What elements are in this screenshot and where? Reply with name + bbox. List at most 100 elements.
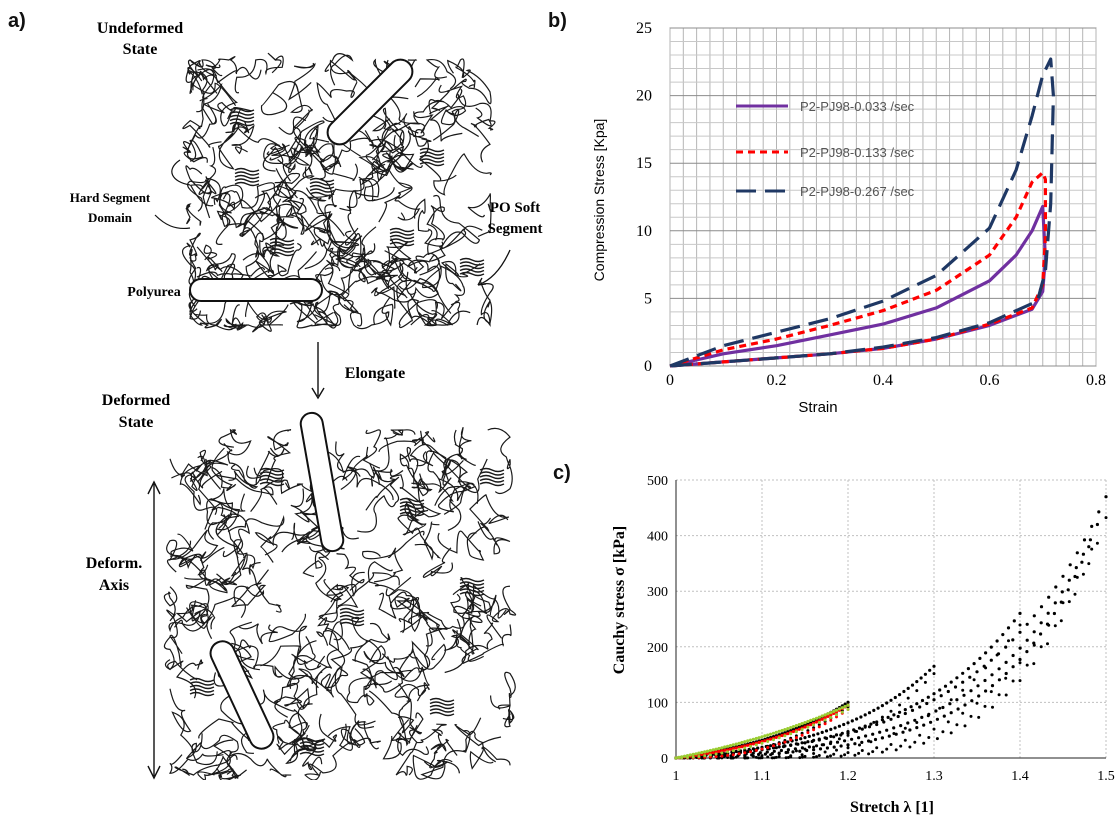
chart-c-point xyxy=(1104,495,1108,499)
chart-c-point xyxy=(674,756,678,760)
polymer-chain xyxy=(404,503,442,526)
chart-c-point xyxy=(705,749,710,753)
chart-c-point xyxy=(963,724,967,728)
polymer-chain xyxy=(323,579,344,603)
chart-c-point xyxy=(774,730,778,734)
chart-c-point xyxy=(703,750,707,754)
polymer-chain xyxy=(239,192,271,238)
chart-c-point xyxy=(1045,622,1050,626)
polymer-chain xyxy=(327,726,381,745)
chart-c-point xyxy=(843,702,847,706)
chart-c-point xyxy=(760,741,764,745)
chart-c-point xyxy=(860,749,864,752)
chart-c-point xyxy=(983,678,987,683)
chart-c-point xyxy=(1104,516,1108,520)
chart-c-point xyxy=(783,734,787,738)
polymer-chain xyxy=(260,636,316,667)
polymer-chain xyxy=(233,539,269,587)
chart-c-point xyxy=(829,716,833,719)
polymer-chain xyxy=(479,279,493,324)
chart-c-point xyxy=(1032,662,1036,666)
chart-c-point xyxy=(703,754,707,758)
polymer-chain xyxy=(291,522,321,545)
chart-c-point xyxy=(820,730,824,734)
deformed-title: Deformed xyxy=(102,392,171,409)
chart-c-point xyxy=(1060,590,1064,594)
chart-c-point xyxy=(791,750,795,754)
chart-c-point xyxy=(818,747,823,751)
chart-c-point xyxy=(769,732,773,736)
hard-segment-domain xyxy=(399,497,425,517)
chart-c-point xyxy=(840,706,844,710)
polymer-chain xyxy=(490,671,516,709)
chart-b-series-line xyxy=(669,57,1055,368)
chart-c-point xyxy=(903,726,907,730)
chart-c-point xyxy=(906,696,910,700)
chart-c-point xyxy=(942,714,946,718)
polymer-chain xyxy=(305,124,330,163)
chart-c-point xyxy=(938,688,942,692)
chart-c-point xyxy=(972,662,976,666)
chart-c-point xyxy=(731,747,735,751)
polymer-chain xyxy=(251,645,300,703)
chart-c-point xyxy=(743,740,747,744)
chart-c-point xyxy=(835,740,840,744)
polymer-chain xyxy=(397,724,429,757)
chart-c-point xyxy=(769,744,773,748)
polymer-chain xyxy=(167,634,198,681)
chart-c-point xyxy=(1039,645,1043,649)
polymer-chain xyxy=(398,666,430,702)
chart-c-point xyxy=(731,753,735,757)
hard-segment-domain xyxy=(339,607,365,627)
polymer-chain xyxy=(378,576,412,619)
chart-c-point xyxy=(700,750,704,755)
polymer-chain xyxy=(341,455,375,481)
polymer-chain xyxy=(238,623,278,645)
chart-c-point xyxy=(864,734,868,738)
chart-b-ytick-label: 10 xyxy=(636,223,652,240)
deformed-title-2: State xyxy=(119,414,154,431)
chart-c-point xyxy=(858,743,861,747)
polymer-chain xyxy=(273,687,310,718)
chart-c-point xyxy=(926,695,930,699)
chart-c-point xyxy=(932,672,936,676)
chart-c-ytick-label: 100 xyxy=(647,696,668,711)
polymer-chain xyxy=(253,467,284,505)
deform-axis-arrowhead-top xyxy=(147,480,161,495)
chart-c-point xyxy=(834,708,839,712)
chart-c-point xyxy=(918,733,922,737)
chart-c-point xyxy=(903,711,907,716)
chart-c-point xyxy=(1087,562,1091,566)
polymer-chain xyxy=(409,443,450,497)
polymer-chain xyxy=(216,767,247,780)
polymer-chain xyxy=(266,428,292,483)
polymer-chain xyxy=(197,751,239,780)
chart-c-point xyxy=(949,680,953,684)
chart-c-point xyxy=(972,678,976,682)
chart-c-point xyxy=(887,734,891,738)
chart-c-point xyxy=(777,745,781,749)
polymer-chain xyxy=(189,449,229,492)
chart-c-point xyxy=(901,730,905,734)
chart-c-point xyxy=(968,675,972,679)
polymer-chain xyxy=(302,551,329,578)
polymer-chain xyxy=(290,82,313,129)
polymer-chain xyxy=(337,572,400,607)
chart-c-point xyxy=(677,755,681,759)
chart-c-point xyxy=(898,710,902,714)
chart-c-point xyxy=(803,721,807,725)
chart-b-series-line xyxy=(669,204,1047,368)
chart-c-point xyxy=(754,743,758,747)
polymer-chain xyxy=(271,143,296,174)
chart-b-legend-label: P2-PJ98-0.033 /sec xyxy=(800,99,915,114)
polymer-chain xyxy=(437,530,485,561)
chart-c-point xyxy=(829,734,833,738)
chart-c-point xyxy=(1006,626,1011,630)
chart-c-point xyxy=(889,709,893,713)
polymer-chain xyxy=(428,88,463,142)
chart-c-point xyxy=(812,723,816,727)
polymer-chain xyxy=(215,210,237,245)
chart-c-point xyxy=(899,744,903,748)
polymer-chain xyxy=(197,428,252,466)
polymer-chain xyxy=(285,742,310,765)
